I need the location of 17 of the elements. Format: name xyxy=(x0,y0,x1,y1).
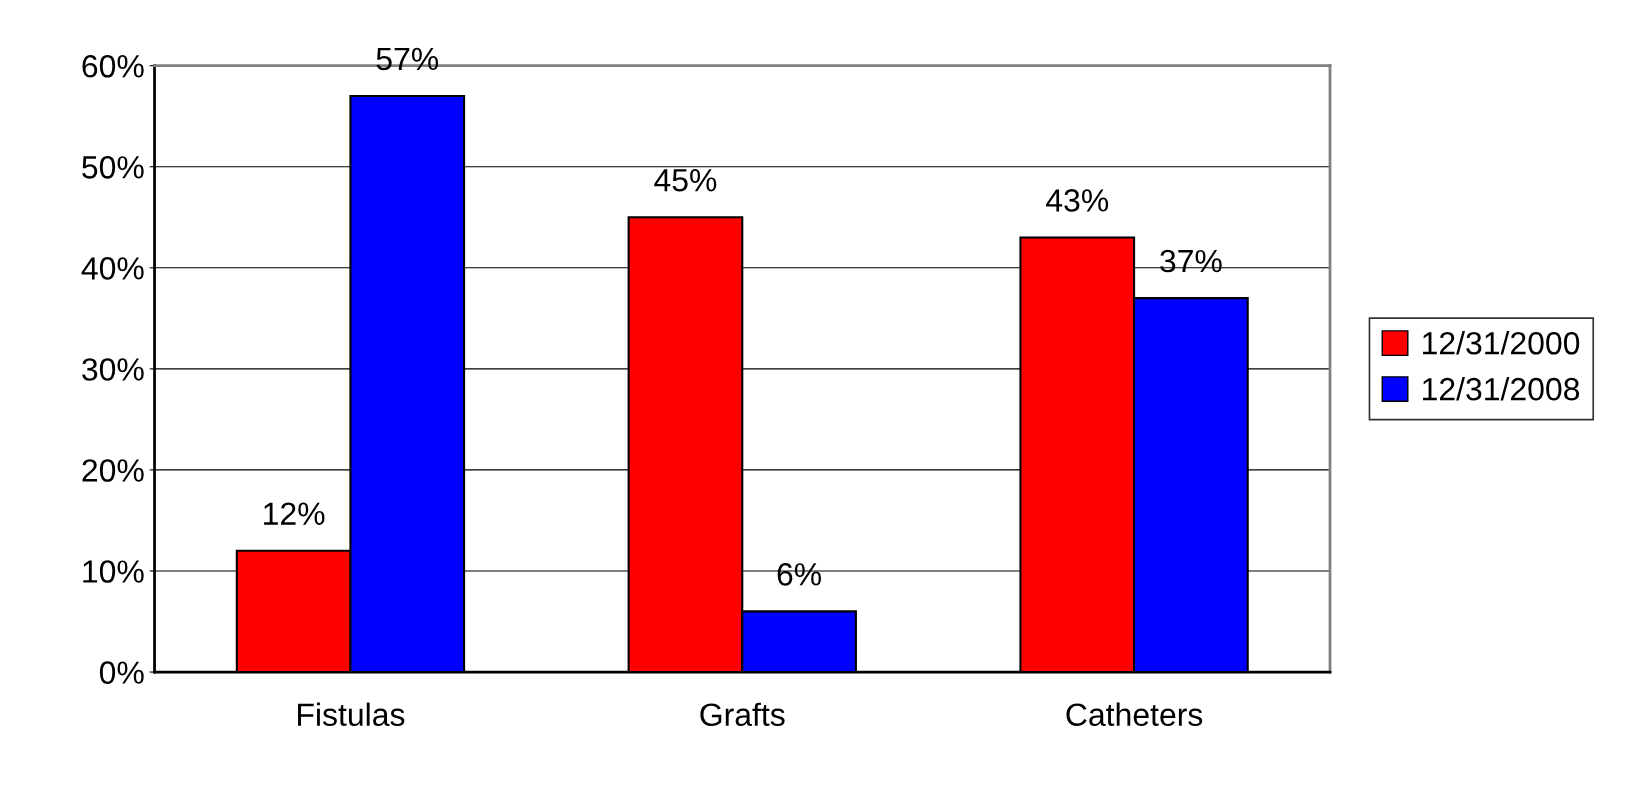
data-label: 6% xyxy=(777,563,822,586)
y-tick-label: 60% xyxy=(82,54,144,78)
y-tick-label: 10% xyxy=(83,560,144,583)
x-tick-label: Grafts xyxy=(700,702,785,727)
legend-label: 12/31/2000 xyxy=(1423,331,1580,355)
data-label: 45% xyxy=(654,169,717,192)
data-label: 43% xyxy=(1046,189,1109,212)
y-tick-label: 20% xyxy=(82,459,144,482)
x-tick-label: Fistulas xyxy=(298,702,405,727)
x-tick-label: Catheters xyxy=(1066,702,1203,727)
y-tick-label: 0% xyxy=(99,661,144,684)
y-tick-label: 40% xyxy=(81,257,144,280)
data-label: 12% xyxy=(264,502,325,525)
y-tick-label: 30% xyxy=(82,358,144,381)
y-tick-label: 50% xyxy=(82,156,144,179)
legend-label: 12/31/2008 xyxy=(1423,377,1580,401)
data-label: 57% xyxy=(376,47,439,71)
